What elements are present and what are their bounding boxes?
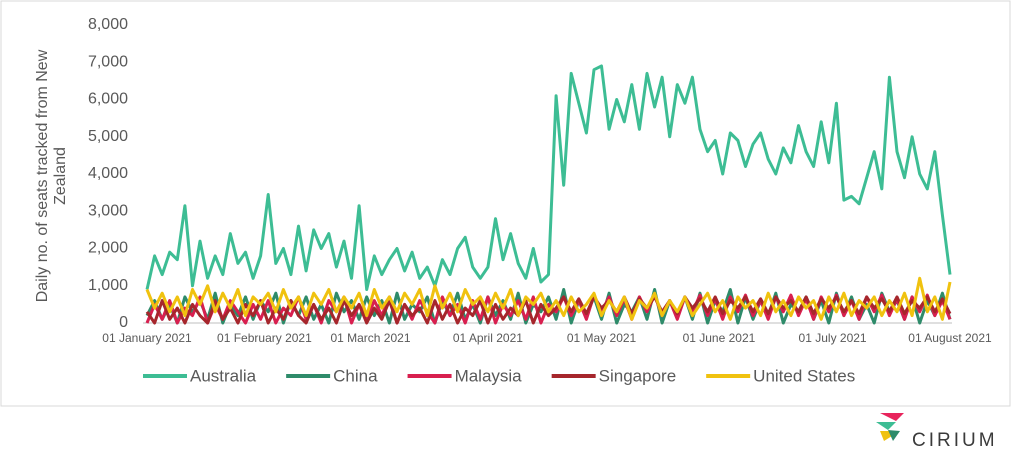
chart-border <box>0 0 1011 407</box>
x-tick-label: 01 July 2021 <box>799 331 867 345</box>
y-tick-label: 4,000 <box>88 165 128 182</box>
y-tick-label: 8,000 <box>88 16 128 33</box>
y-tick-label: 0 <box>119 314 128 331</box>
legend-label: United States <box>753 366 855 385</box>
y-tick-label: 1,000 <box>88 277 128 294</box>
logo-text: CIRIUM <box>912 430 998 451</box>
series-line <box>145 276 952 321</box>
y-axis-title: Daily no. of seats tracked from New Zeal… <box>34 49 69 303</box>
logo-icon <box>876 413 904 441</box>
x-tick-label: 01 March 2021 <box>330 331 410 345</box>
legend-label: Malaysia <box>455 366 523 385</box>
y-tick-label: 7,000 <box>88 53 128 70</box>
legend-label: Singapore <box>599 366 677 385</box>
y-tick-label: 5,000 <box>88 128 128 145</box>
y-tick-label: 3,000 <box>88 202 128 219</box>
legend-label: China <box>333 366 378 385</box>
series-line <box>145 64 952 291</box>
x-tick-label: 01 April 2021 <box>453 331 523 345</box>
legend-label: Australia <box>190 366 257 385</box>
x-tick-label: 01 June 2021 <box>683 331 756 345</box>
y-tick-label: 6,000 <box>88 91 128 108</box>
x-tick-label: 01 February 2021 <box>217 331 312 345</box>
x-tick-label: 01 January 2021 <box>102 331 192 345</box>
x-tick-label: 01 May 2021 <box>567 331 637 345</box>
x-tick-label: 01 August 2021 <box>908 331 992 345</box>
y-tick-label: 2,000 <box>88 240 128 257</box>
